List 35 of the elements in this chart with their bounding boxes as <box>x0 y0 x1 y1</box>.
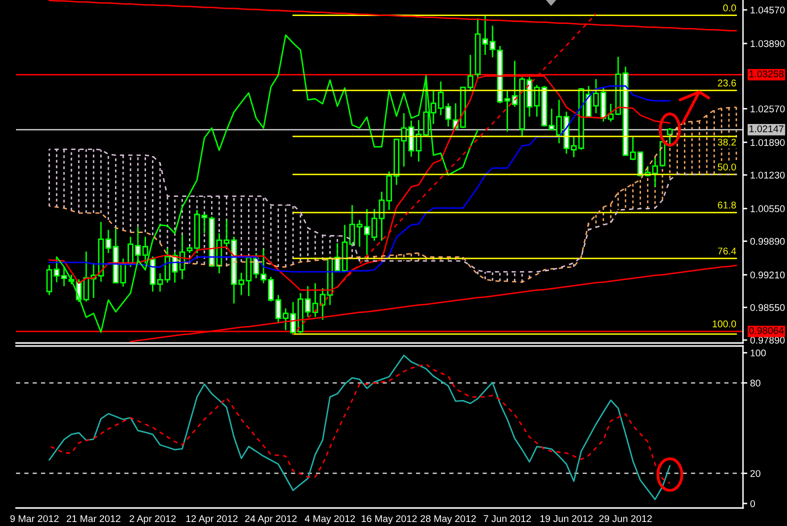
series-label: 0.0 <box>723 4 736 12</box>
x-tick-label: 24 Apr 2012 <box>245 515 297 524</box>
x-tick-label: 21 Mar 2012 <box>66 515 120 522</box>
x-tick-label: 9 Mar 2012 <box>10 515 59 522</box>
y-tick-label: 100 <box>750 350 766 356</box>
y-tick-label: 1.02570 <box>750 105 785 112</box>
series-label: 100.0 <box>712 320 736 328</box>
ref-line-label: 1.02147 <box>750 125 784 132</box>
y-tick-label: 0.97890 <box>750 336 785 344</box>
x-tick-label: 2 Apr 2012 <box>130 515 176 524</box>
x-tick-label: 29 Jun 2012 <box>599 515 652 522</box>
x-tick-label: 7 Jun 2012 <box>484 515 531 522</box>
x-tick-label: 4 May 2012 <box>304 515 355 524</box>
y-tick-label: 1.03890 <box>750 40 785 48</box>
y-tick-label: 0 <box>750 500 755 508</box>
x-tick-label: 16 May 2012 <box>362 515 417 524</box>
series-label: 61.8 <box>718 202 736 209</box>
series-label: 50.0 <box>718 164 736 170</box>
series-label: 23.6 <box>718 80 736 86</box>
series-label: 38.2 <box>718 138 736 146</box>
y-tick-label: 1.01230 <box>750 172 785 179</box>
y-tick-label: 0.99890 <box>750 238 785 245</box>
y-tick-label: 1.00550 <box>750 205 785 212</box>
y-tick-label: 0.98550 <box>750 304 785 312</box>
y-tick-label: 1.04570 <box>750 6 785 14</box>
y-tick-label: 80 <box>750 380 760 387</box>
x-tick-label: 28 May 2012 <box>420 515 476 524</box>
series-label: 76.4 <box>718 248 736 254</box>
y-tick-label: 20 <box>750 470 760 477</box>
y-tick-label: 1.01890 <box>750 139 785 146</box>
y-tick-label: 0.99210 <box>750 272 785 278</box>
x-tick-label: 19 Jun 2012 <box>540 515 593 522</box>
x-tick-label: 12 Apr 2012 <box>186 515 238 524</box>
ref-line-label: 0.98064 <box>749 327 784 334</box>
ref-line-label: 1.03258 <box>750 70 784 78</box>
